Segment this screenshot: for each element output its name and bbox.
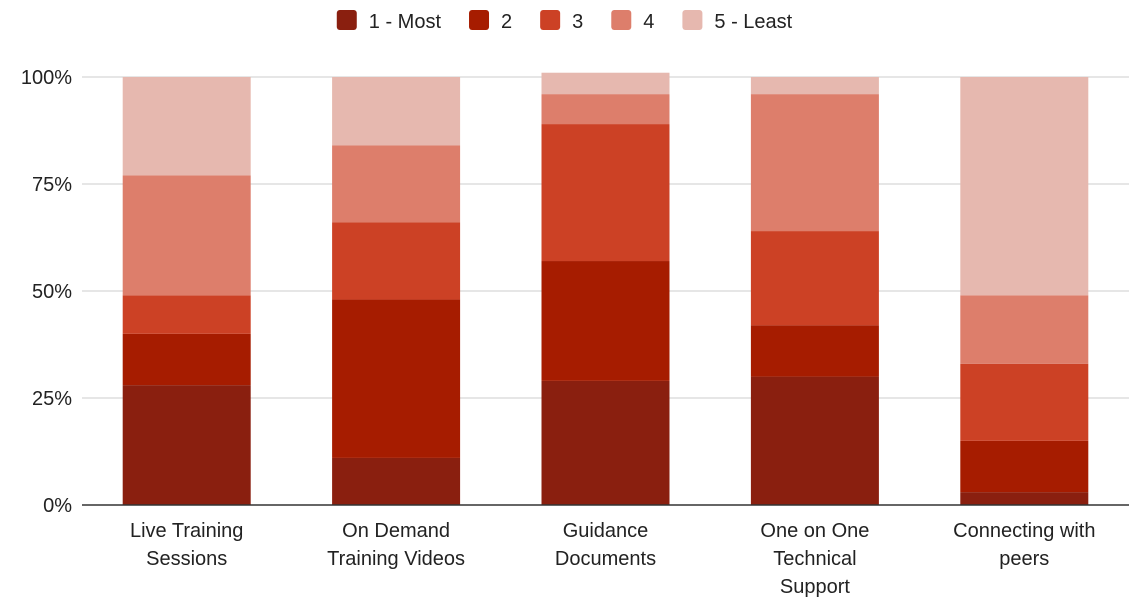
legend: 1 - Most 2 3 4 5 - Least <box>336 10 793 33</box>
legend-swatch <box>540 10 561 30</box>
legend-swatch <box>336 10 357 30</box>
bar-segment <box>122 77 251 176</box>
legend-swatch <box>611 10 632 30</box>
x-tick-label: Documents <box>555 548 656 570</box>
x-tick-label: Training Videos <box>327 548 465 570</box>
legend-label: 4 <box>643 11 654 33</box>
bars <box>122 72 1089 505</box>
y-tick-label: 75% <box>32 174 72 196</box>
y-tick-label: 0% <box>43 495 72 517</box>
x-tick-label: Guidance <box>563 520 649 542</box>
bar-segment <box>750 376 879 505</box>
x-tick-label: Technical <box>773 548 856 570</box>
bar-segment <box>541 94 670 125</box>
bar-segment <box>541 261 670 381</box>
x-tick-label: peers <box>999 548 1049 570</box>
x-tick-label: Live Training <box>130 520 243 542</box>
bar-segment <box>750 94 879 232</box>
y-tick-label: 25% <box>32 388 72 410</box>
bar-segment <box>332 222 461 300</box>
bar-segment <box>960 492 1089 505</box>
y-tick-label: 50% <box>32 281 72 303</box>
x-tick-label: One on One <box>760 520 869 542</box>
y-tick-label: 100% <box>21 67 72 89</box>
x-tick-label: On Demand <box>342 520 450 542</box>
bar-segment <box>122 295 251 334</box>
bar-segment <box>750 325 879 377</box>
axes: 0% 25% 50% 75% 100% Live Training Sessions On D… <box>21 67 1129 598</box>
legend-swatch <box>682 10 703 30</box>
legend-label: 2 <box>501 11 512 33</box>
bar-segment <box>122 175 251 296</box>
bar-segment <box>332 299 461 458</box>
bar-segment <box>332 145 461 223</box>
legend-label: 5 - Least <box>714 11 792 33</box>
legend-label: 1 - Most <box>369 11 442 33</box>
legend-label: 3 <box>572 11 583 33</box>
legend-swatch <box>469 10 490 30</box>
bar-segment <box>960 77 1089 296</box>
bar-segment <box>960 440 1089 493</box>
bar-segment <box>541 72 670 95</box>
bar-segment <box>750 77 879 95</box>
bar-segment <box>960 295 1089 364</box>
bar-segment <box>122 333 251 386</box>
bar-segment <box>750 231 879 326</box>
bar-segment <box>332 77 461 146</box>
bar-segment <box>960 363 1089 441</box>
x-tick-label: Support <box>780 576 850 598</box>
x-tick-label: Connecting with <box>953 520 1095 542</box>
bar-segment <box>122 385 251 505</box>
x-tick-label: Sessions <box>146 548 227 570</box>
bar-segment <box>541 124 670 262</box>
bar-segment <box>332 457 461 505</box>
bar-segment <box>541 380 670 505</box>
